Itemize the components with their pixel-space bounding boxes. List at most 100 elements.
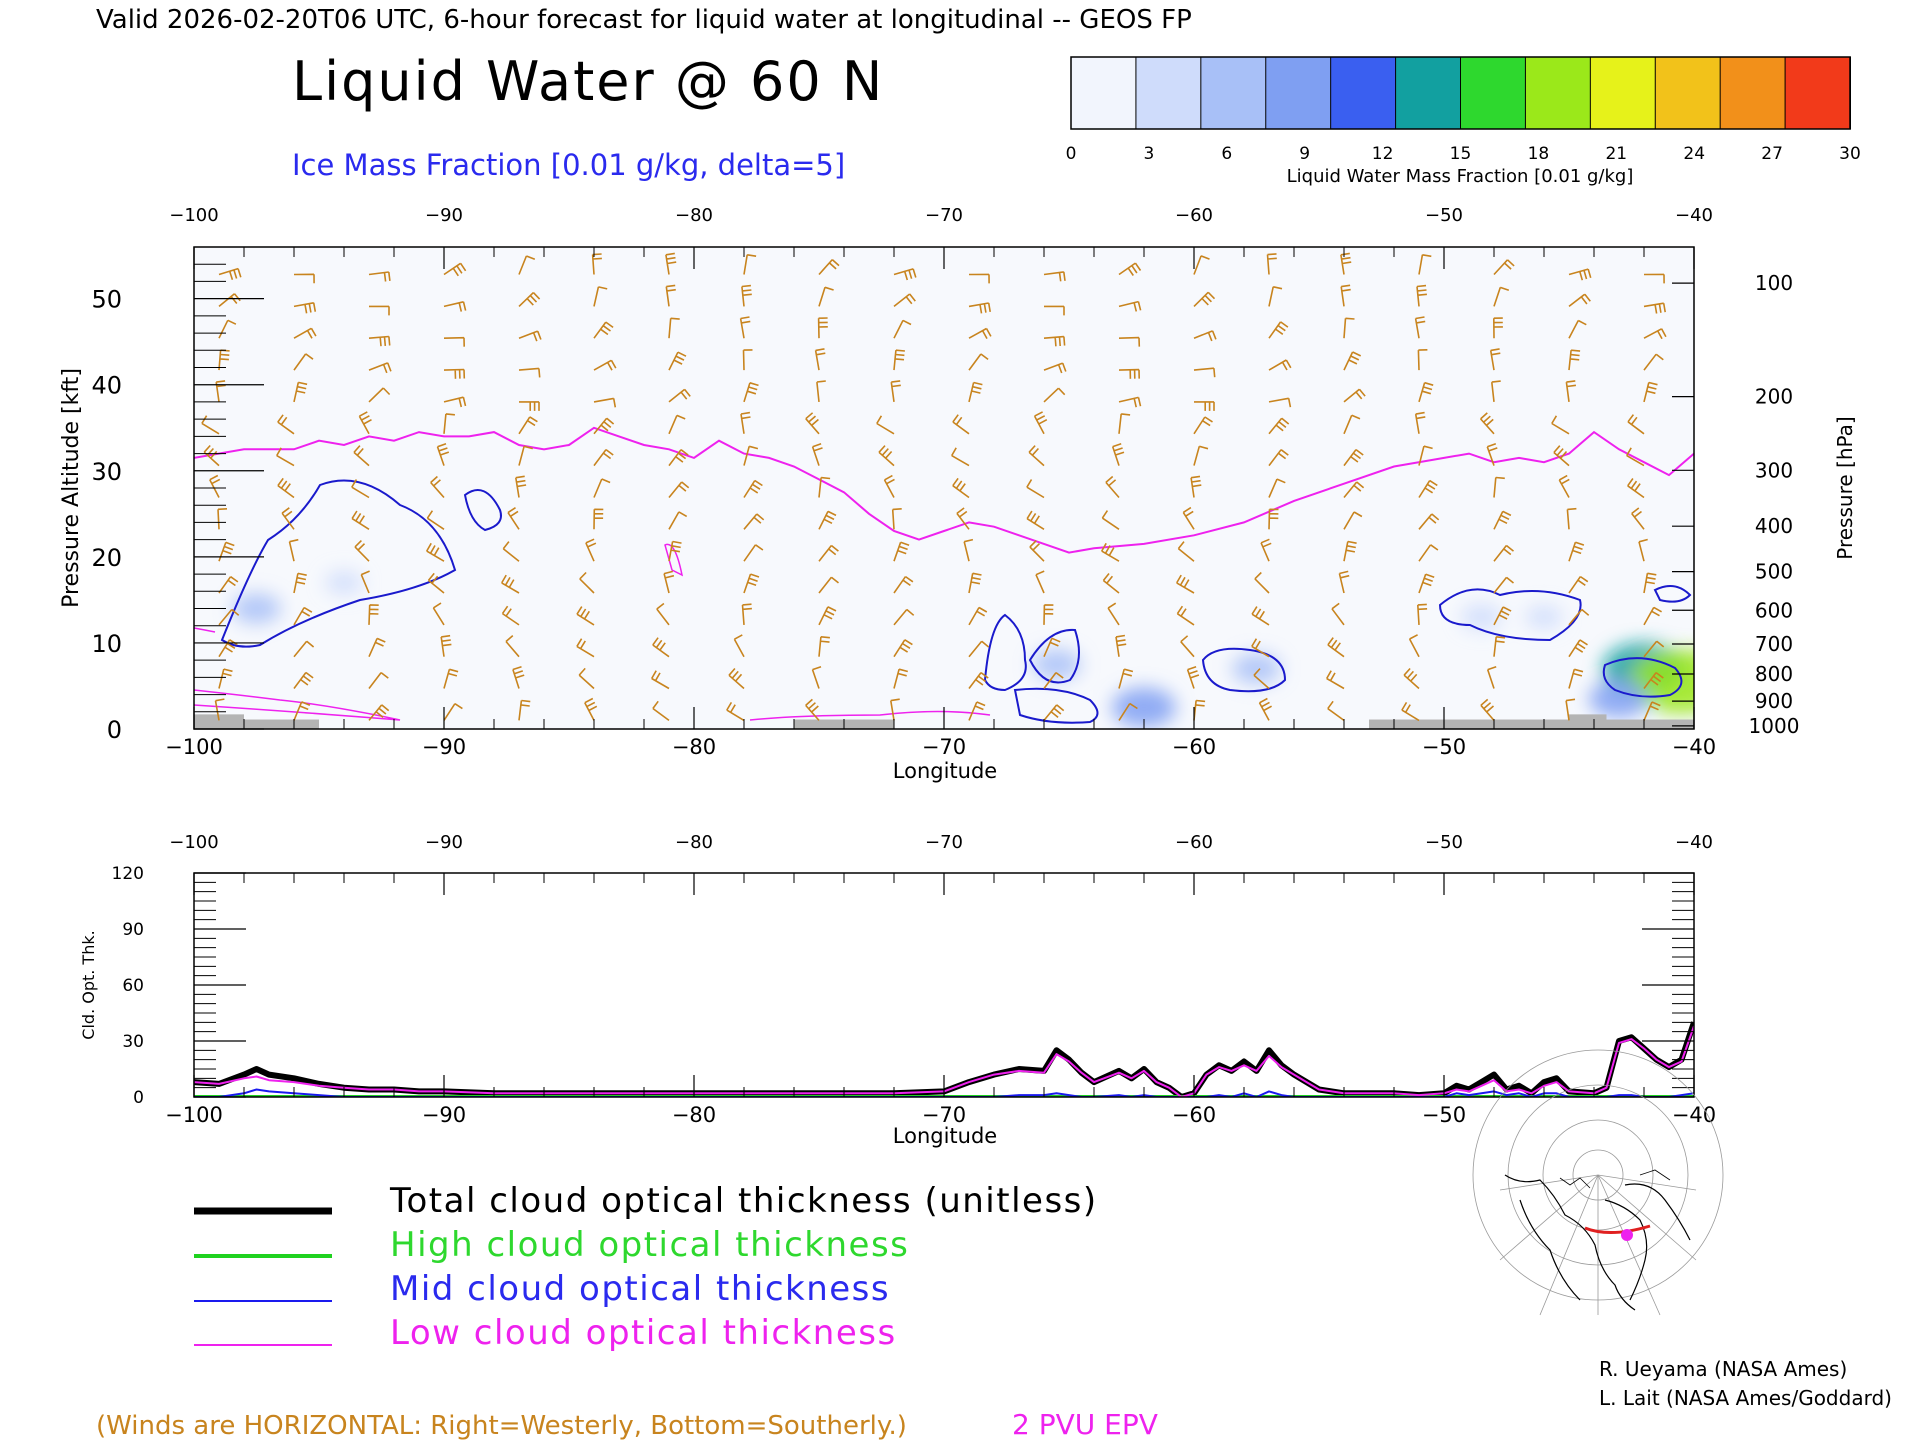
wind-barb <box>369 305 390 316</box>
wind-barb <box>1493 259 1515 276</box>
epv-2pvu-line <box>194 426 1694 554</box>
colorbar-cell <box>1719 56 1787 130</box>
wind-barb <box>726 701 745 722</box>
x-tick-label-top: −60 <box>1175 205 1213 226</box>
wind-barb <box>1251 638 1270 658</box>
wind-barb <box>1043 335 1066 347</box>
x-tick-label-top: −40 <box>1675 832 1713 853</box>
wind-barb <box>818 576 839 594</box>
x-tick-label: −60 <box>1172 735 1216 759</box>
liquid-water-blob <box>1032 649 1081 680</box>
wind-barb <box>1343 481 1365 499</box>
map-graticule <box>1472 1049 1724 1316</box>
x-tick-label-top: −100 <box>169 205 218 226</box>
y-tick-label: 0 <box>133 1088 144 1108</box>
wind-barb <box>358 411 372 435</box>
wind-barb <box>728 667 745 690</box>
y-tick-label: 30 <box>91 458 122 486</box>
credit-line-1: R. Ueyama (NASA Ames) <box>1599 1357 1847 1381</box>
x-tick-label: −100 <box>165 735 223 759</box>
ice-contour <box>1602 657 1683 698</box>
wind-barb <box>427 572 445 594</box>
wind-barb <box>818 259 840 276</box>
wind-barb <box>952 477 970 499</box>
colorbar-cell <box>1654 56 1722 130</box>
wind-barb <box>1193 416 1213 435</box>
wind-barb <box>368 335 391 347</box>
epv-contour <box>194 627 216 633</box>
wind-barb <box>1343 511 1363 530</box>
wind-barb <box>811 665 822 689</box>
wind-barb <box>1343 317 1355 339</box>
wind-barb <box>1101 542 1120 562</box>
wind-barb <box>1493 576 1514 594</box>
wind-barb <box>276 447 295 467</box>
colorbar-tick-label: 24 <box>1683 144 1705 164</box>
wind-barb <box>1331 602 1345 626</box>
wind-barb <box>1408 634 1420 658</box>
wind-barb <box>1268 508 1279 530</box>
wind-barb <box>1493 636 1506 657</box>
wind-barb <box>443 396 467 408</box>
wind-barb <box>1568 639 1588 658</box>
subtitle: Ice Mass Fraction [0.01 g/kg, delta=5] <box>292 148 845 182</box>
wind-barb <box>668 414 686 435</box>
wind-barb <box>741 284 752 307</box>
wind-barb <box>1043 671 1064 689</box>
x-tick-label-top: −50 <box>1425 205 1463 226</box>
wind-barb <box>1643 381 1658 403</box>
x-tick-label-top: −70 <box>925 205 963 226</box>
wind-barb <box>1568 293 1591 308</box>
bottom-panel-axes: −100 −100 −90 −90 −80 −80 −70 −70 −60 −60 −50 −50 −4… <box>112 832 1717 1127</box>
wind-barb <box>1493 286 1510 307</box>
x-tick-label: −40 <box>1672 735 1716 759</box>
wind-barb <box>1340 284 1351 307</box>
wind-barb <box>593 508 604 530</box>
wind-barb <box>512 665 525 689</box>
wind-barb <box>963 538 974 562</box>
wind-barb <box>1568 575 1589 594</box>
wind-barb <box>1553 445 1570 467</box>
wind-barb <box>890 380 901 403</box>
wind-barb <box>1418 381 1434 403</box>
colorbar-tick-labels: 0 3 6 9 12 15 18 21 24 27 30 <box>1066 144 1861 164</box>
x-tick-label: −60 <box>1172 1103 1216 1127</box>
x-axis-label: Longitude <box>893 1124 997 1148</box>
wind-barb <box>1401 701 1420 722</box>
wind-barb <box>1043 704 1065 721</box>
epv-contour <box>749 710 991 721</box>
pressure-tick-label: 400 <box>1755 514 1793 538</box>
x-tick-label: −70 <box>922 735 966 759</box>
x-tick-label-top: −60 <box>1175 832 1213 853</box>
x-tick-label: −70 <box>922 1103 966 1127</box>
wind-barb <box>663 570 675 594</box>
wind-barb <box>1268 286 1283 307</box>
wind-barb <box>440 634 452 657</box>
x-tick-label-top: −80 <box>675 832 713 853</box>
wind-barb <box>1327 637 1345 658</box>
colorbar-cell <box>1395 56 1462 130</box>
pressure-tick-label: 900 <box>1755 689 1793 713</box>
wind-barb <box>1643 640 1665 658</box>
liquid-water-field <box>232 571 1694 728</box>
wind-barb <box>893 349 905 371</box>
x-tick-label-top: −80 <box>675 205 713 226</box>
wind-barb <box>214 698 225 721</box>
wind-barb <box>293 572 307 594</box>
wind-barb <box>1194 401 1215 411</box>
wind-barb <box>1253 668 1270 690</box>
wind-barb <box>1044 305 1065 316</box>
wind-barb <box>968 671 989 689</box>
wind-barb <box>743 573 760 594</box>
wind-barb <box>818 286 834 307</box>
wind-barb <box>1118 300 1142 312</box>
pressure-tick-label: 100 <box>1755 271 1793 295</box>
wind-barb <box>1043 362 1067 374</box>
wind-barb <box>1486 443 1498 466</box>
wind-barb <box>1343 351 1362 371</box>
colorbar-cell <box>1589 56 1657 130</box>
wind-barb <box>814 348 826 371</box>
wind-barb <box>893 575 914 594</box>
wind-barb <box>1268 359 1292 371</box>
wind-barb <box>293 273 315 284</box>
